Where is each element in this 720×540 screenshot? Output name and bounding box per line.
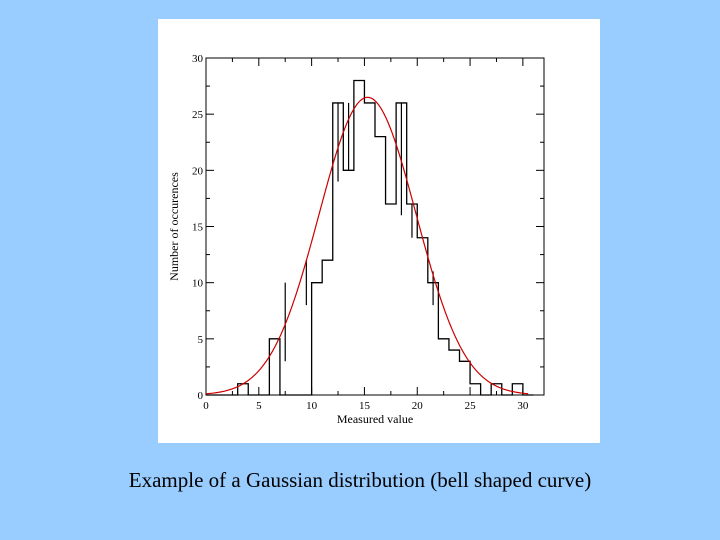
x-tick-label: 5: [256, 400, 262, 412]
y-axis-label: Number of occurences: [167, 172, 181, 281]
y-tick-label: 10: [192, 278, 204, 290]
y-tick-label: 15: [192, 222, 204, 234]
x-axis-label: Measured value: [337, 412, 413, 426]
gaussian-fit-curve: [205, 96, 529, 395]
y-tick-label: 5: [198, 334, 204, 346]
x-tick-label: 10: [306, 400, 318, 412]
y-tick-label: 25: [192, 109, 204, 121]
y-tick-label: 0: [198, 390, 204, 402]
x-tick-label: 30: [517, 400, 529, 412]
x-tick-label: 20: [412, 400, 424, 412]
histogram-steps: [206, 79, 534, 396]
tick-labels: 0 5 10 15 20 25 30 0 5 10 15 20 25 30: [192, 53, 529, 412]
chart-panel: 0 5 10 15 20 25 30 0 5 10 15 20 25 30 Measured value …: [158, 19, 600, 443]
x-tick-label: 25: [465, 400, 477, 412]
y-tick-label: 20: [192, 165, 204, 177]
x-tick-label: 0: [203, 400, 209, 412]
error-bars: [284, 102, 434, 362]
x-tick-label: 15: [359, 400, 371, 412]
axis-ticks: [205, 57, 544, 396]
slide-caption: Example of a Gaussian distribution (bell…: [128, 468, 592, 492]
y-tick-label: 30: [192, 53, 204, 65]
